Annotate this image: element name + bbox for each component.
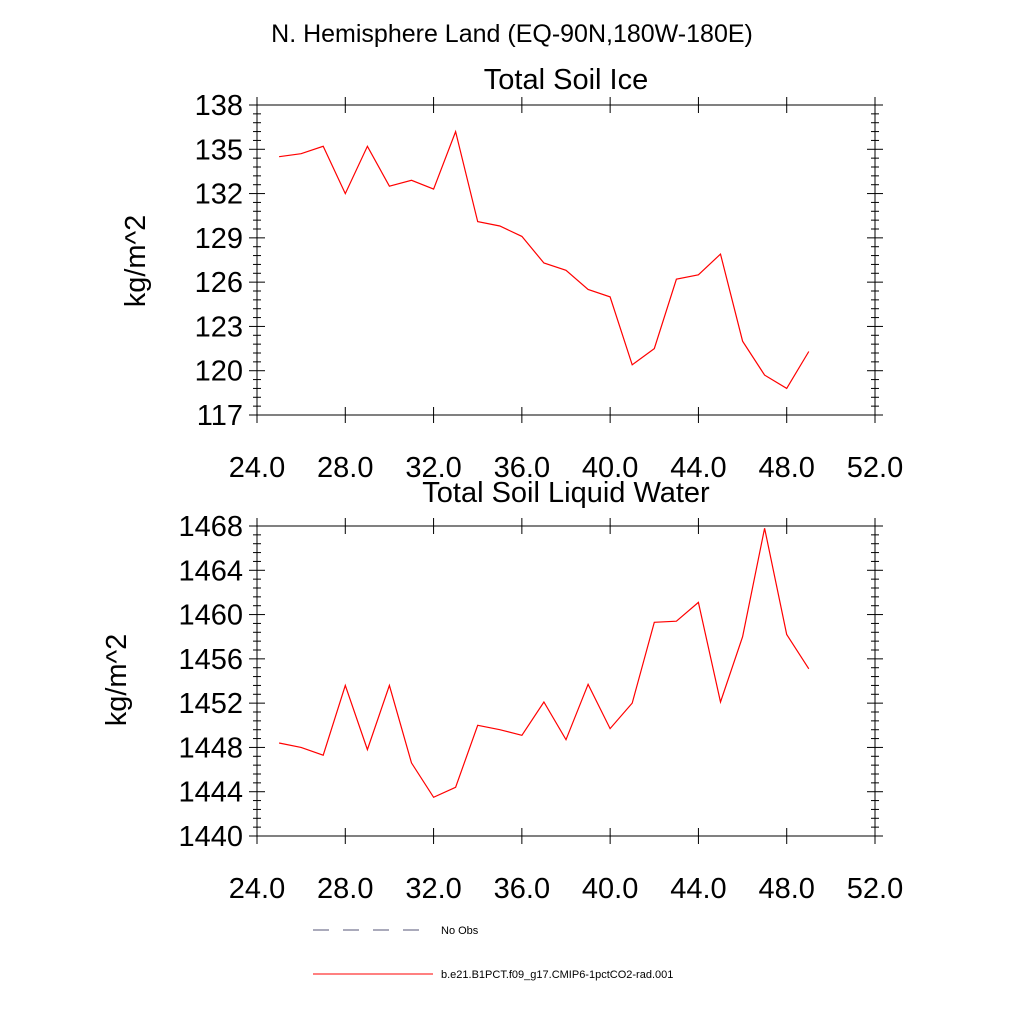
soil-ice-y-tick-labels: 117 120 123 126 129 132 135 138 — [195, 90, 243, 432]
soil-liquid-water-xtick-label: 24.0 — [229, 873, 285, 905]
soil-ice-ticks — [249, 97, 883, 423]
soil-ice-ytick-label: 138 — [195, 90, 243, 122]
soil-liquid-water-xtick-label: 40.0 — [582, 873, 638, 905]
soil-ice-xtick-label: 36.0 — [494, 452, 550, 484]
soil-ice-panel: Total Soil Ice kg/m^2 117 120 123 126 129 132… — [120, 64, 903, 484]
soil-liquid-water-ytick-label: 1444 — [178, 777, 243, 809]
soil-liquid-water-x-tick-labels: 24.0 28.0 32.0 36.0 40.0 44.0 48.0 52.0 — [229, 873, 903, 905]
soil-ice-xtick-label: 28.0 — [317, 452, 373, 484]
soil-ice-ytick-label: 120 — [195, 356, 243, 388]
soil-liquid-water-xtick-label: 48.0 — [758, 873, 814, 905]
soil-ice-ytick-label: 132 — [195, 179, 243, 211]
soil-ice-xtick-label: 40.0 — [582, 452, 638, 484]
soil-liquid-water-xtick-label: 28.0 — [317, 873, 373, 905]
soil-ice-title: Total Soil Ice — [484, 64, 648, 96]
soil-liquid-water-xtick-label: 36.0 — [494, 873, 550, 905]
soil-ice-series — [279, 129, 810, 390]
soil-liquid-water-plot-frame — [256, 525, 876, 837]
soil-liquid-water-ytick-label: 1440 — [178, 821, 243, 853]
soil-ice-ytick-label: 123 — [195, 311, 243, 343]
soil-ice-series-line — [279, 129, 810, 390]
soil-liquid-water-ytick-label: 1464 — [178, 555, 243, 587]
soil-ice-ytick-label: 117 — [197, 400, 243, 432]
legend: No Obs b.e21.B1PCT.f09_g17.CMIP6-1pctCO2… — [313, 925, 673, 981]
soil-liquid-water-ytick-label: 1468 — [178, 511, 243, 543]
soil-liquid-water-series — [278, 528, 810, 799]
soil-liquid-water-ytick-label: 1456 — [178, 644, 243, 676]
soil-ice-plot-frame — [256, 104, 876, 416]
soil-ice-x-tick-labels: 24.0 28.0 32.0 36.0 40.0 44.0 48.0 52.0 — [229, 452, 903, 484]
soil-liquid-water-xtick-label: 44.0 — [670, 873, 726, 905]
figure-main-title: N. Hemisphere Land (EQ-90N,180W-180E) — [271, 20, 753, 48]
soil-liquid-water-ytick-label: 1460 — [178, 600, 243, 632]
soil-ice-xtick-label: 24.0 — [229, 452, 285, 484]
soil-ice-xtick-label: 48.0 — [758, 452, 814, 484]
soil-liquid-water-title: Total Soil Liquid Water — [422, 477, 710, 509]
soil-ice-ytick-label: 129 — [195, 223, 243, 255]
soil-liquid-water-ytick-label: 1448 — [178, 732, 243, 764]
soil-liquid-water-ylabel: kg/m^2 — [101, 634, 133, 727]
soil-liquid-water-panel: Total Soil Liquid Water kg/m^2 144014441… — [101, 477, 903, 905]
soil-ice-ylabel: kg/m^2 — [120, 215, 152, 308]
soil-ice-xtick-label: 44.0 — [670, 452, 726, 484]
legend-no-obs-label: No Obs — [441, 925, 479, 937]
legend-run-label: b.e21.B1PCT.f09_g17.CMIP6-1pctCO2-rad.00… — [441, 969, 673, 981]
soil-ice-xtick-label: 52.0 — [847, 452, 903, 484]
soil-liquid-water-ticks — [249, 518, 883, 844]
soil-liquid-water-ytick-label: 1452 — [178, 688, 243, 720]
soil-liquid-water-y-tick-labels: 1440 1444 1448 1452 1456 1460 1464 1468 — [178, 511, 243, 853]
soil-ice-xtick-label: 32.0 — [405, 452, 461, 484]
soil-liquid-water-xtick-label: 32.0 — [405, 873, 461, 905]
soil-liquid-water-xtick-label: 52.0 — [847, 873, 903, 905]
soil-ice-ytick-label: 126 — [195, 267, 243, 299]
soil-ice-ytick-label: 135 — [195, 134, 243, 166]
soil-liquid-water-series-line — [278, 528, 810, 799]
